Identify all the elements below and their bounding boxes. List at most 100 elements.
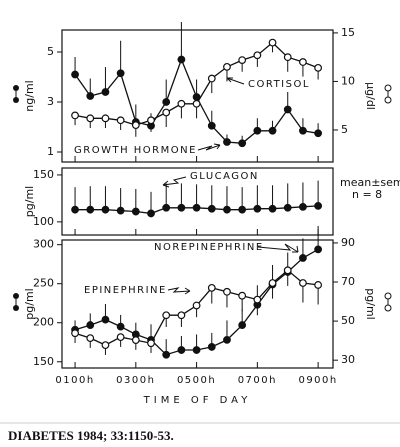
y2-tick-label: 5 — [341, 123, 348, 136]
y-tick-label: 5 — [47, 45, 54, 58]
y2-tick-label: 90 — [341, 236, 355, 249]
x-tick-label: 0300h — [116, 375, 155, 386]
x-axis-label: TIME OF DAY — [143, 395, 252, 406]
data-point — [177, 203, 186, 212]
y2-axis-label: pg/ml — [364, 288, 377, 319]
data-point — [86, 334, 95, 343]
data-point — [162, 311, 171, 320]
data-point — [162, 108, 171, 117]
data-point — [299, 279, 307, 287]
y-tick-label: 3 — [47, 95, 54, 108]
data-point — [177, 311, 186, 320]
data-point — [177, 99, 186, 108]
series-label: EPINEPHRINE — [84, 285, 167, 296]
data-point — [147, 116, 155, 125]
data-point — [253, 204, 262, 213]
y-tick-label: 150 — [33, 355, 54, 368]
annotation: n = 8 — [352, 188, 382, 201]
annotation-arrows — [162, 77, 299, 295]
annotation: mean±sem — [340, 176, 400, 189]
data-point — [131, 207, 140, 216]
data-point — [283, 203, 292, 212]
data-point — [192, 346, 201, 354]
data-point — [177, 346, 186, 354]
data-point — [116, 206, 125, 215]
y-tick-label: 100 — [33, 215, 54, 228]
data-point — [283, 105, 292, 114]
legend-symbol — [384, 96, 392, 104]
data-point — [299, 202, 307, 211]
y-axis-label: ng/ml — [23, 80, 36, 111]
data-point — [86, 114, 95, 123]
data-point — [177, 55, 186, 64]
data-point — [207, 121, 216, 130]
data-point — [253, 51, 262, 60]
data-point — [207, 283, 216, 292]
series — [71, 266, 323, 355]
data-point — [162, 98, 171, 106]
data-point — [71, 205, 79, 214]
plot-frame — [61, 239, 334, 369]
data-point — [116, 69, 125, 78]
y2-tick-label: 70 — [341, 275, 355, 288]
data-point — [207, 204, 216, 213]
data-point — [299, 126, 307, 135]
data-point — [299, 58, 307, 66]
data-point — [253, 126, 262, 135]
data-point — [314, 129, 323, 138]
data-point — [268, 279, 277, 287]
data-point — [314, 245, 323, 254]
legend-symbol — [384, 304, 392, 312]
data-point — [207, 343, 216, 351]
data-point — [116, 333, 125, 342]
y-tick-label: 150 — [33, 168, 54, 181]
data-point — [238, 321, 247, 329]
data-point — [71, 329, 79, 338]
data-point — [207, 74, 216, 83]
series — [71, 22, 323, 148]
series — [71, 225, 323, 359]
data-point — [116, 116, 125, 125]
data-point — [314, 63, 323, 72]
plot-frame — [61, 29, 334, 163]
series-label: GROWTH HORMONE — [74, 145, 197, 156]
series-label: GLUCAGON — [190, 171, 259, 182]
series — [71, 180, 323, 218]
x-tick-label: 0700h — [238, 375, 277, 386]
y-axis-label: pg/ml — [23, 288, 36, 319]
data-point — [116, 322, 125, 331]
data-point — [314, 281, 323, 289]
y-tick-label: 300 — [33, 238, 54, 251]
data-point — [238, 291, 247, 300]
data-point — [223, 287, 231, 296]
data-point — [192, 203, 201, 212]
data-point — [283, 266, 292, 275]
data-point — [268, 204, 277, 213]
x-tick-label: 0500h — [177, 375, 216, 386]
data-point — [253, 295, 262, 304]
data-point — [268, 126, 277, 135]
data-point — [101, 341, 110, 350]
data-point — [238, 205, 247, 214]
series-label: CORTISOL — [248, 79, 310, 90]
data-point — [314, 202, 323, 210]
legend-symbol — [384, 292, 392, 300]
data-point — [223, 62, 231, 71]
data-point — [238, 56, 247, 64]
data-point — [71, 111, 79, 120]
data-point — [86, 205, 95, 214]
caption: DIABETES 1984; 33:1150-53. — [8, 428, 174, 443]
data-point — [223, 138, 231, 146]
data-point — [131, 121, 140, 130]
data-point — [71, 70, 79, 79]
y2-tick-label: 30 — [341, 353, 355, 366]
y2-tick-label: 15 — [341, 26, 355, 39]
y-axis-label: pg/ml — [23, 186, 36, 217]
series — [71, 38, 323, 137]
data-point — [86, 92, 95, 100]
y-tick-label: 1 — [47, 145, 54, 158]
data-point — [223, 336, 231, 344]
data-point — [192, 99, 201, 108]
data-point — [238, 139, 247, 148]
